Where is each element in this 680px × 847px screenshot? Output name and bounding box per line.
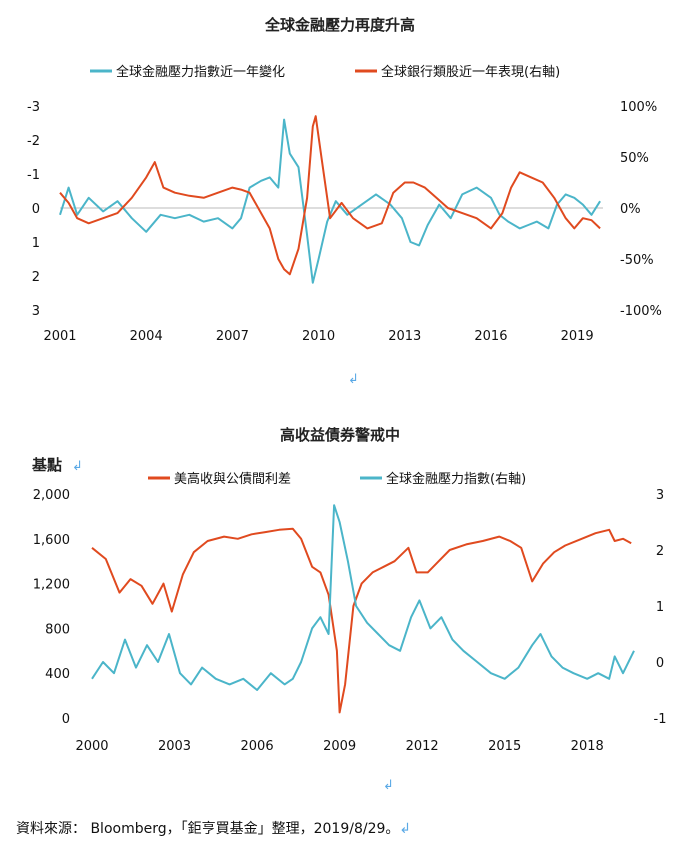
left-tick-label: 2 (32, 270, 40, 285)
x-tick-label: 2000 (75, 739, 108, 754)
right-tick-label: 1 (656, 600, 664, 615)
legend-label: 全球金融壓力指數近一年變化 (116, 64, 285, 80)
chart-title: 全球金融壓力再度升高 (264, 16, 415, 34)
return-mark: ↲ (72, 459, 83, 474)
left-tick-label: -1 (27, 168, 40, 183)
source-footer: 資料來源： Bloomberg，「鉅亨買基金」整理，2019/8/29。↲ (16, 818, 411, 838)
left-tick-label: 1,200 (33, 578, 70, 593)
x-tick-label: 2012 (406, 739, 439, 754)
chart-title: 高收益債券警戒中 (280, 426, 400, 444)
x-tick-label: 2006 (241, 739, 274, 754)
x-tick-label: 2004 (130, 329, 163, 344)
legend-label: 美高收與公債間利差 (174, 471, 291, 487)
left-tick-label: 0 (32, 202, 40, 217)
left-tick-label: 0 (62, 712, 70, 727)
legend-label: 全球金融壓力指數(右軸) (386, 471, 526, 487)
left-axis-unit: 基點 (31, 456, 62, 474)
chart-high-yield: 高收益債券警戒中 基點 ↲ 美高收與公債間利差 全球金融壓力指數(右軸) 2,0… (0, 420, 680, 800)
return-mark: ↲ (383, 778, 394, 793)
series-line-stress (91, 504, 635, 691)
right-tick-label: 50% (620, 151, 649, 166)
series-line-spread (91, 527, 632, 714)
right-tick-label: -1 (654, 712, 667, 727)
return-mark: ↲ (348, 372, 359, 387)
chart-high-yield-svg: 高收益債券警戒中 基點 ↲ 美高收與公債間利差 全球金融壓力指數(右軸) 2,0… (31, 426, 667, 754)
x-tick-label: 2019 (561, 329, 594, 344)
legend: 美高收與公債間利差 全球金融壓力指數(右軸) (148, 471, 526, 487)
x-tick-label: 2013 (388, 329, 421, 344)
right-tick-label: 3 (656, 488, 664, 503)
series-line-banks (59, 115, 601, 276)
left-tick-label: 3 (32, 304, 40, 319)
right-tick-label: 100% (620, 100, 657, 115)
x-tick-label: 2015 (488, 739, 521, 754)
legend: 全球金融壓力指數近一年變化 全球銀行類股近一年表現(右軸) (90, 64, 560, 80)
x-tick-label: 2007 (216, 329, 249, 344)
x-tick-label: 2010 (302, 329, 335, 344)
left-tick-label: 800 (45, 622, 70, 637)
left-axis-ticks: 2,000 1,600 1,200 800 400 0 (33, 488, 70, 727)
x-tick-label: 2003 (158, 739, 191, 754)
x-tick-label: 2001 (43, 329, 76, 344)
left-axis-ticks: -3 -2 -1 0 1 2 3 (27, 100, 40, 319)
right-tick-label: -50% (620, 253, 654, 268)
right-tick-label: -100% (620, 304, 662, 319)
x-tick-label: 2016 (474, 329, 507, 344)
x-tick-label: 2009 (323, 739, 356, 754)
right-axis-ticks: 3 2 1 0 -1 (654, 488, 667, 727)
left-tick-label: 1,600 (33, 533, 70, 548)
source-text: 資料來源： Bloomberg，「鉅亨買基金」整理，2019/8/29。 (16, 821, 400, 837)
return-mark: ↲ (399, 821, 412, 837)
right-tick-label: 0% (620, 202, 641, 217)
x-tick-label: 2018 (571, 739, 604, 754)
right-axis-ticks: 100% 50% 0% -50% -100% (620, 100, 662, 319)
x-axis-ticks: 2001 2004 2007 2010 2013 2016 2019 (43, 329, 593, 344)
series-line-stress (59, 118, 601, 284)
left-tick-label: 2,000 (33, 488, 70, 503)
legend-label: 全球銀行類股近一年表現(右軸) (381, 64, 560, 80)
x-axis-ticks: 2000 2003 2006 2009 2012 2015 2018 (75, 739, 603, 754)
chart-financial-stress-svg: 全球金融壓力再度升高 全球金融壓力指數近一年變化 全球銀行類股近一年表現(右軸)… (27, 16, 662, 344)
left-tick-label: 1 (32, 236, 40, 251)
left-tick-label: -3 (27, 100, 40, 115)
right-tick-label: 0 (656, 656, 664, 671)
left-tick-label: -2 (27, 134, 40, 149)
chart-financial-stress: 全球金融壓力再度升高 全球金融壓力指數近一年變化 全球銀行類股近一年表現(右軸)… (0, 0, 680, 380)
right-tick-label: 2 (656, 544, 664, 559)
left-tick-label: 400 (45, 667, 70, 682)
